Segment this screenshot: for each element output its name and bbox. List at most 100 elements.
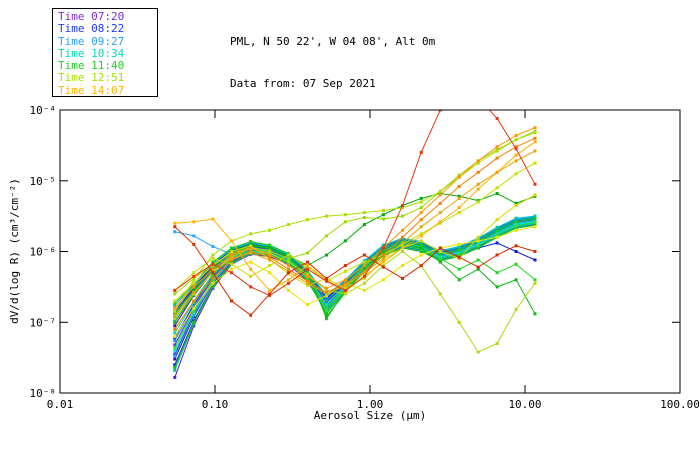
data-point-marker — [306, 284, 309, 287]
data-point-marker — [249, 244, 253, 248]
data-point-marker — [514, 216, 518, 220]
page-subtitle: Data from: 07 Sep 2021 — [230, 77, 376, 90]
data-point-marker — [362, 288, 366, 292]
data-point-marker — [419, 250, 423, 253]
data-point-marker — [495, 241, 499, 245]
data-point-marker — [476, 265, 480, 269]
x-tick-label: 1.00 — [357, 398, 384, 411]
data-point-marker — [287, 271, 290, 275]
data-point-marker — [306, 264, 309, 268]
data-point-marker — [457, 255, 461, 259]
data-point-marker — [438, 220, 442, 224]
data-point-marker — [268, 228, 272, 232]
data-point-marker — [362, 264, 366, 268]
series-12:51 — [173, 161, 537, 292]
data-point-marker — [343, 220, 347, 224]
data-point-marker — [457, 211, 461, 215]
data-point-marker — [173, 303, 177, 307]
data-point-marker — [325, 292, 328, 296]
data-point-marker — [381, 278, 385, 282]
data-point-marker — [362, 271, 366, 275]
data-point-marker — [325, 298, 328, 302]
data-point-marker — [495, 342, 499, 345]
data-point-marker — [514, 224, 518, 228]
data-point-marker — [192, 304, 196, 308]
data-point-marker — [192, 291, 196, 294]
data-point-marker — [495, 229, 499, 233]
data-point-marker — [438, 252, 442, 256]
data-point-marker — [173, 288, 177, 292]
data-point-marker — [325, 309, 328, 313]
data-point-marker — [192, 271, 196, 275]
data-point-marker — [306, 281, 309, 285]
data-point-marker — [343, 286, 347, 290]
data-point-marker — [287, 278, 290, 282]
data-point-marker — [173, 349, 177, 353]
data-point-marker — [438, 110, 442, 112]
y-tick-label: 10⁻⁶ — [30, 246, 57, 259]
data-point-marker — [419, 200, 423, 204]
data-point-marker — [249, 285, 253, 289]
data-point-marker — [533, 250, 537, 253]
data-point-marker — [306, 279, 309, 283]
data-point-marker — [287, 260, 290, 264]
data-point-marker — [343, 284, 347, 287]
data-point-marker — [514, 147, 518, 151]
data-point-marker — [211, 260, 215, 264]
data-point-marker — [419, 243, 423, 247]
data-point-marker — [362, 253, 366, 257]
data-point-marker — [287, 288, 290, 292]
data-point-marker — [173, 357, 177, 361]
data-point-marker — [457, 242, 461, 246]
data-point-marker — [495, 149, 499, 153]
data-point-marker — [173, 306, 177, 310]
data-point-marker — [495, 218, 499, 222]
data-point-marker — [495, 271, 499, 275]
data-point-marker — [533, 214, 537, 218]
data-point-marker — [268, 253, 272, 257]
data-point-marker — [401, 228, 404, 232]
data-point-marker — [476, 267, 480, 271]
data-point-marker — [514, 220, 518, 224]
data-point-marker — [457, 173, 461, 177]
data-point-marker — [438, 211, 442, 215]
data-point-marker — [325, 276, 328, 280]
data-point-marker — [438, 260, 442, 264]
data-point-marker — [401, 276, 404, 280]
data-point-marker — [268, 249, 272, 253]
data-point-marker — [325, 234, 328, 238]
data-point-marker — [230, 262, 234, 266]
data-point-marker — [343, 264, 347, 268]
data-point-marker — [306, 274, 309, 278]
data-point-marker — [401, 250, 404, 253]
data-point-marker — [457, 175, 461, 179]
data-point-marker — [173, 375, 177, 379]
data-point-marker — [325, 286, 328, 290]
data-point-marker — [325, 317, 328, 321]
data-point-marker — [495, 192, 499, 195]
data-point-marker — [211, 284, 215, 288]
axis-ticks — [59, 109, 681, 394]
legend-item: Time 14:07 — [58, 83, 125, 97]
data-point-marker — [533, 258, 537, 262]
data-point-marker — [514, 278, 518, 282]
data-point-marker — [533, 281, 537, 285]
data-point-marker — [419, 196, 423, 200]
data-point-marker — [325, 303, 328, 307]
data-point-marker — [268, 292, 272, 296]
data-point-marker — [533, 140, 537, 144]
data-point-marker — [438, 246, 442, 250]
data-point-marker — [268, 243, 272, 247]
legend-item: Time 09:27 — [58, 34, 125, 48]
data-point-marker — [230, 299, 234, 303]
data-point-marker — [268, 251, 272, 255]
data-point-marker — [495, 235, 499, 239]
data-point-marker — [476, 159, 480, 163]
data-point-marker — [514, 159, 518, 163]
data-point-marker — [401, 206, 404, 210]
data-point-marker — [325, 214, 328, 218]
data-point-marker — [476, 170, 480, 174]
data-point-marker — [381, 265, 385, 269]
data-point-marker — [533, 217, 537, 221]
